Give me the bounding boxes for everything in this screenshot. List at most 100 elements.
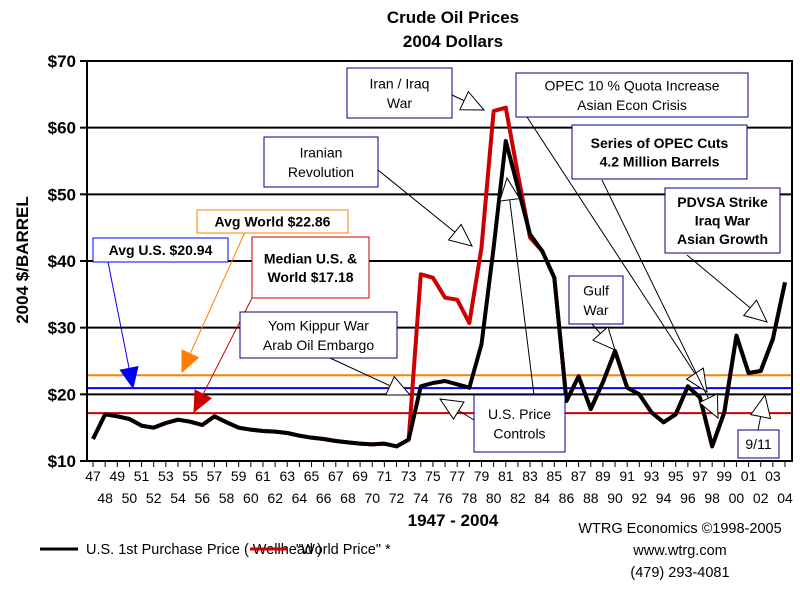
x-tick-label: 71 xyxy=(377,468,393,484)
x-tick-label: 69 xyxy=(352,468,368,484)
median-arrow-head xyxy=(193,389,213,414)
x-tick-label: 99 xyxy=(717,468,733,484)
x-tick-label: 95 xyxy=(668,468,684,484)
x-tick-label: 91 xyxy=(619,468,635,484)
x-tick-label: 02 xyxy=(753,490,769,506)
y-tick-label: $10 xyxy=(48,452,76,471)
pdvsa-annotation-text: Iraq War xyxy=(695,213,751,229)
x-tick-label: 84 xyxy=(534,490,550,506)
pdvsa-annotation-text: Asian Growth xyxy=(677,231,768,247)
x-tick-label: 97 xyxy=(692,468,708,484)
iranian-revolution-annotation-text: Iranian xyxy=(300,144,343,160)
avg-us-annotation-text: Avg U.S. $20.94 xyxy=(109,242,213,258)
price-controls-annotation-text: Controls xyxy=(493,425,545,441)
avg-world-arrow-line xyxy=(181,231,246,373)
x-tick-label: 74 xyxy=(413,490,429,506)
iranian-revolution-annotation-text: Revolution xyxy=(288,164,354,180)
gulf-war-arrow-head xyxy=(592,326,616,351)
credit-line-2: www.wtrg.com xyxy=(632,543,726,559)
x-axis-label: 1947 - 2004 xyxy=(408,511,499,530)
series-line xyxy=(91,139,787,449)
yom-kippur-arrow-head xyxy=(385,375,412,396)
x-tick-label: 81 xyxy=(498,468,514,484)
x-tick-label: 51 xyxy=(134,468,150,484)
x-tick-label: 01 xyxy=(741,468,757,484)
sept-11-arrow-head xyxy=(750,393,772,420)
iranian-revolution-annotation-box xyxy=(263,136,379,188)
yom-kippur-annotation-text: Arab Oil Embargo xyxy=(263,337,374,353)
chart-title: Crude Oil Prices xyxy=(387,8,519,27)
price-controls-annotation-box xyxy=(473,394,566,453)
opec-cuts-annotation-box xyxy=(571,124,748,180)
opec-quota-annotation-text: OPEC 10 % Quota Increase xyxy=(544,77,719,93)
x-tick-label: 04 xyxy=(777,490,793,506)
opec-quota-annotation-text: Asian Econ Crisis xyxy=(577,97,687,113)
price-controls-arrow-1-head xyxy=(438,398,465,420)
pdvsa-annotation-text: PDVSA Strike xyxy=(677,194,768,210)
x-tick-label: 90 xyxy=(607,490,623,506)
avg-world-annotation-text: Avg World $22.86 xyxy=(215,214,331,230)
x-tick-label: 82 xyxy=(510,490,526,506)
avg-world-arrow-head xyxy=(181,349,200,374)
x-tick-label: 78 xyxy=(462,490,478,506)
price-controls-annotation-text: U.S. Price xyxy=(488,406,551,422)
x-tick-label: 49 xyxy=(109,468,125,484)
y-tick-label: $70 xyxy=(48,52,76,71)
iran-iraq-annotation-box xyxy=(346,67,453,119)
gulf-war-annotation-text: Gulf xyxy=(583,282,609,298)
x-tick-label: 87 xyxy=(571,468,587,484)
x-tick-label: 60 xyxy=(243,490,259,506)
credit-line-3: (479) 293-4081 xyxy=(630,565,729,581)
x-tick-label: 62 xyxy=(267,490,283,506)
iran-iraq-arrow-head xyxy=(459,90,486,111)
y-tick-label: $20 xyxy=(48,385,76,404)
opec-cuts-arrow-line xyxy=(601,179,719,419)
opec-cuts-arrow-head xyxy=(698,393,719,420)
x-tick-label: 93 xyxy=(644,468,660,484)
y-axis-label: 2004 $/BARREL xyxy=(13,196,32,324)
x-tick-label: 80 xyxy=(486,490,502,506)
credit-line-1: WTRG Economics ©1998-2005 xyxy=(578,521,781,537)
y-tick-label: $50 xyxy=(48,185,76,204)
x-tick-label: 79 xyxy=(474,468,490,484)
x-tick-label: 96 xyxy=(680,490,696,506)
x-tick-label: 53 xyxy=(158,468,174,484)
opec-quota-arrow-line xyxy=(526,116,708,393)
x-tick-label: 61 xyxy=(255,468,271,484)
credits: WTRG Economics ©1998-2005 www.wtrg.com (… xyxy=(578,521,781,581)
legend-label-us: U.S. 1st Purchase Price ( Wellhead ) xyxy=(86,542,322,558)
avg-world-annotation-box xyxy=(196,209,349,234)
price-controls-arrow-2-line xyxy=(506,177,535,396)
x-tick-label: 55 xyxy=(182,468,198,484)
series-lines xyxy=(91,105,787,449)
y-tick-label: $30 xyxy=(48,319,76,338)
reference-lines xyxy=(88,374,791,415)
opec-cuts-annotation-text: Series of OPEC Cuts xyxy=(591,135,729,151)
x-tick-label: 59 xyxy=(231,468,247,484)
median-annotation-box xyxy=(251,236,370,299)
avg-us-arrow-head xyxy=(119,365,139,390)
axis-ticks: $10 $20 $30 $40 $50 $60 $70 47 48 49 50 51 52 53 54 55 5… xyxy=(48,52,793,506)
x-tick-label: 57 xyxy=(207,468,223,484)
yom-kippur-annotation-text: Yom Kippur War xyxy=(268,317,369,333)
x-tick-label: 86 xyxy=(559,490,575,506)
gulf-war-annotation-text: War xyxy=(583,302,608,318)
x-tick-label: 92 xyxy=(632,490,648,506)
legend: U.S. 1st Purchase Price ( Wellhead ) "Wo… xyxy=(40,542,391,558)
chart-subtitle: 2004 Dollars xyxy=(403,32,503,51)
x-tick-label: 56 xyxy=(194,490,210,506)
x-tick-label: 85 xyxy=(547,468,563,484)
x-tick-label: 54 xyxy=(170,490,186,506)
legend-label-world: "World Price" * xyxy=(296,542,391,558)
x-tick-label: 00 xyxy=(729,490,745,506)
x-tick-label: 58 xyxy=(219,490,235,506)
x-tick-label: 77 xyxy=(449,468,465,484)
x-tick-label: 75 xyxy=(425,468,441,484)
x-tick-label: 88 xyxy=(583,490,599,506)
opec-quota-annotation-box xyxy=(515,72,749,118)
opec-cuts-annotation-text: 4.2 Million Barrels xyxy=(600,153,720,169)
x-tick-label: 52 xyxy=(146,490,162,506)
iranian-revolution-arrow-head xyxy=(447,223,473,247)
annotations: Iran / Iraq War OPEC 10 % Quota Increase As… xyxy=(92,67,781,459)
x-tick-label: 68 xyxy=(340,490,356,506)
